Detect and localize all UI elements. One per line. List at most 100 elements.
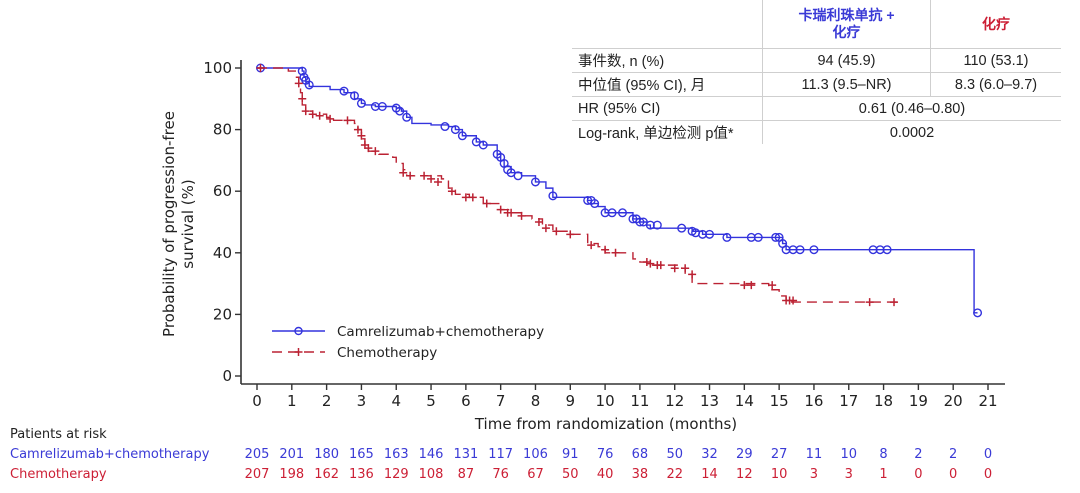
censor-mark-circle bbox=[809, 245, 819, 255]
censor-mark-plus bbox=[315, 111, 324, 120]
x-tick-label: 5 bbox=[426, 392, 436, 410]
censor-mark-plus bbox=[566, 230, 575, 239]
y-axis-title-line1: Probability of progression-free bbox=[160, 111, 178, 337]
risk-value-control: 40 bbox=[597, 467, 614, 482]
censor-mark-plus bbox=[298, 94, 307, 103]
stats-cell-combined: 0.0002 bbox=[762, 120, 1061, 144]
x-tick-label: 3 bbox=[357, 392, 367, 410]
censor-mark-plus bbox=[496, 205, 505, 214]
stats-cell-treatment: 94 (45.9) bbox=[762, 48, 931, 73]
x-tick-label: 16 bbox=[804, 392, 823, 410]
legend-marker-plus bbox=[294, 348, 303, 356]
risk-value-control: 162 bbox=[314, 467, 339, 482]
censor-mark-plus bbox=[420, 171, 429, 180]
risk-value-treatment: 29 bbox=[736, 447, 753, 462]
x-tick-label: 6 bbox=[461, 392, 471, 410]
x-tick-label: 17 bbox=[839, 392, 858, 410]
censor-mark-circle bbox=[771, 232, 781, 242]
risk-value-control: 22 bbox=[666, 467, 683, 482]
y-axis-title-line2: survival (%) bbox=[179, 179, 197, 269]
x-tick-label: 21 bbox=[978, 392, 997, 410]
censor-mark-plus bbox=[587, 241, 596, 250]
x-tick-label: 2 bbox=[322, 392, 332, 410]
censor-mark-circle bbox=[635, 217, 645, 227]
stats-row-label: 中位值 (95% CI), 月 bbox=[572, 72, 763, 97]
censor-mark-circle bbox=[722, 232, 732, 242]
risk-value-treatment: 27 bbox=[771, 447, 788, 462]
risk-value-control: 136 bbox=[349, 467, 374, 482]
censor-mark-circle bbox=[513, 171, 523, 181]
censor-mark-plus bbox=[353, 125, 362, 134]
censor-mark-plus bbox=[357, 131, 366, 140]
stats-cell-combined: 0.61 (0.46–0.80) bbox=[762, 96, 1061, 121]
x-tick-label: 19 bbox=[909, 392, 928, 410]
risk-row-label-treatment: Camrelizumab+chemotherapy bbox=[10, 447, 210, 462]
censor-mark-plus bbox=[364, 144, 373, 153]
stats-header-treatment-line2: 化疗 bbox=[832, 24, 861, 40]
censor-mark-plus bbox=[517, 211, 526, 220]
stats-row-logrank: Log-rank, 单边检测 p值* 0.0002 bbox=[572, 120, 1061, 144]
censor-mark-plus bbox=[507, 208, 516, 217]
censor-mark-circle bbox=[339, 86, 349, 96]
censor-mark-plus bbox=[681, 264, 690, 273]
censor-mark-circle bbox=[457, 131, 467, 141]
x-tick-label: 18 bbox=[874, 392, 893, 410]
stats-table: 卡瑞利珠单抗 + 化疗 化疗 事件数, n (%) 94 (45.9) 110 … bbox=[572, 0, 1061, 144]
risk-value-control: 87 bbox=[458, 467, 475, 482]
censor-mark-circle bbox=[652, 220, 662, 230]
stats-header-treatment: 卡瑞利珠单抗 + 化疗 bbox=[762, 0, 931, 49]
censor-mark-plus bbox=[343, 116, 352, 125]
censor-mark-plus bbox=[642, 258, 651, 267]
x-tick-label: 8 bbox=[531, 392, 541, 410]
censor-mark-plus bbox=[534, 218, 543, 226]
risk-value-control: 108 bbox=[419, 467, 444, 482]
risk-value-control: 198 bbox=[279, 467, 304, 482]
x-tick-label: 7 bbox=[496, 392, 506, 410]
risk-value-treatment: 131 bbox=[453, 447, 478, 462]
stats-table-header: 卡瑞利珠单抗 + 化疗 化疗 bbox=[572, 0, 1061, 49]
x-axis-title: Time from randomization (months) bbox=[474, 415, 737, 433]
stats-row-label: HR (95% CI) bbox=[572, 96, 763, 121]
risk-value-control: 0 bbox=[914, 467, 922, 482]
censor-mark-circle bbox=[304, 80, 314, 90]
risk-value-treatment: 76 bbox=[597, 447, 614, 462]
censor-mark-circle bbox=[705, 229, 715, 239]
stats-header-treatment-line1: 卡瑞利珠单抗 + bbox=[798, 7, 895, 23]
x-tick-label: 0 bbox=[252, 392, 262, 410]
x-tick-label: 13 bbox=[700, 392, 719, 410]
censor-mark-plus bbox=[611, 248, 620, 257]
censor-mark-plus bbox=[656, 261, 665, 270]
legend-marker-circle bbox=[294, 326, 303, 336]
risk-value-control: 1 bbox=[879, 467, 887, 482]
x-tick-label: 14 bbox=[735, 392, 754, 410]
risk-table: Patients at risk Camrelizumab+chemothera… bbox=[10, 427, 992, 482]
censor-mark-circle bbox=[548, 191, 558, 201]
stats-row-median: 中位值 (95% CI), 月 11.3 (9.5–NR) 8.3 (6.0–9… bbox=[572, 72, 1061, 97]
y-tick-label: 20 bbox=[213, 305, 232, 323]
risk-value-control: 129 bbox=[384, 467, 409, 482]
stats-header-empty bbox=[572, 0, 763, 49]
censor-mark-plus bbox=[670, 264, 679, 273]
risk-value-control: 12 bbox=[736, 467, 753, 482]
censor-mark-circle bbox=[795, 245, 805, 255]
risk-value-treatment: 68 bbox=[632, 447, 649, 462]
censor-mark-plus bbox=[447, 187, 456, 196]
risk-value-treatment: 146 bbox=[419, 447, 444, 462]
risk-value-control: 207 bbox=[245, 467, 270, 482]
censor-mark-plus bbox=[326, 114, 335, 123]
risk-value-treatment: 117 bbox=[488, 447, 513, 462]
risk-value-control: 50 bbox=[562, 467, 579, 482]
censor-mark-plus bbox=[541, 224, 550, 233]
x-tick-label: 15 bbox=[770, 392, 789, 410]
censor-mark-plus bbox=[256, 64, 265, 72]
censor-mark-plus bbox=[399, 168, 408, 177]
x-tick-label: 9 bbox=[566, 392, 576, 410]
risk-value-treatment: 163 bbox=[384, 447, 409, 462]
censor-mark-circle bbox=[395, 106, 405, 116]
risk-value-treatment: 165 bbox=[349, 447, 374, 462]
censor-mark-circle bbox=[349, 91, 359, 101]
x-tick-label: 4 bbox=[391, 392, 401, 410]
censor-mark-plus bbox=[552, 227, 561, 236]
censor-mark-plus bbox=[646, 259, 655, 268]
